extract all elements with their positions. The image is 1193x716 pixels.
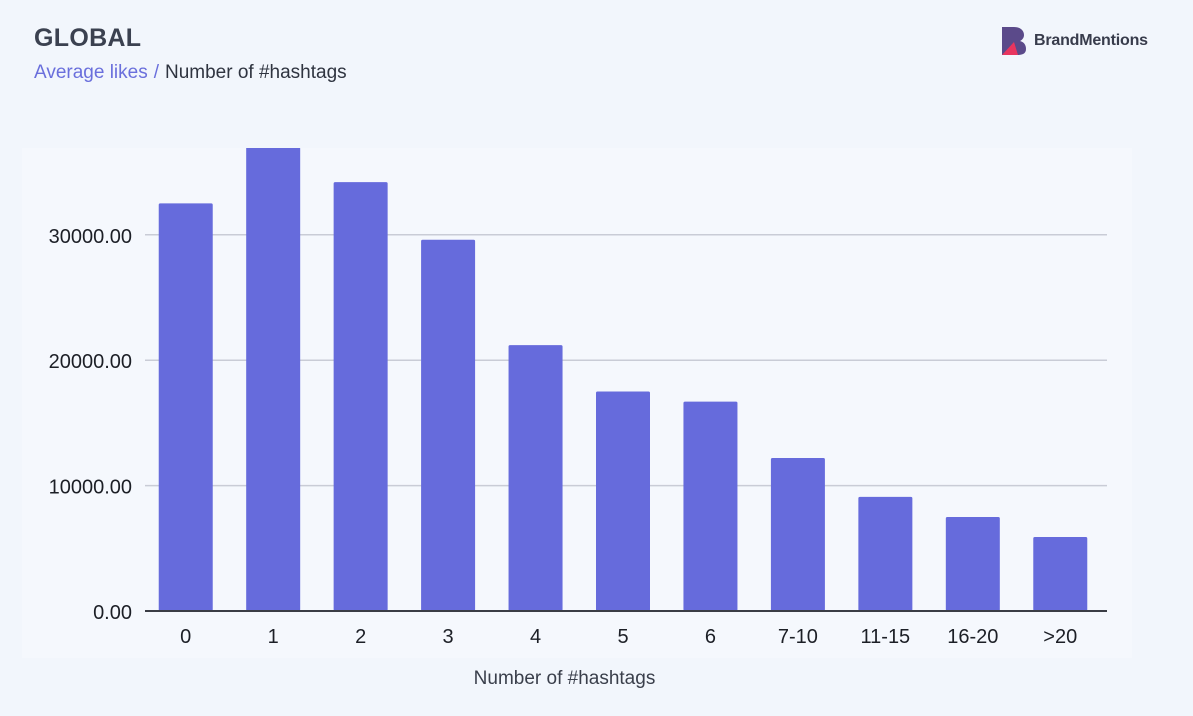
bar bbox=[596, 391, 650, 611]
x-axis-title: Number of #hashtags bbox=[473, 668, 656, 689]
subtitle-separator: / bbox=[153, 62, 159, 83]
chart-subtitle: Average likes / Number of #hashtags bbox=[34, 62, 347, 84]
bar bbox=[508, 345, 563, 611]
bar bbox=[333, 182, 388, 611]
bar bbox=[683, 401, 738, 611]
x-tick-label: 0 bbox=[180, 626, 191, 648]
bar bbox=[158, 203, 213, 611]
x-tick-label: 7-10 bbox=[778, 626, 818, 648]
chart-panel: 0.00 10000.00 20000.00 30000.00 0 1 2 3 4 5 6 7-10 1… bbox=[22, 148, 1132, 658]
bar-chart: 0.00 10000.00 20000.00 30000.00 0 1 2 3 4 5 6 7-10 1… bbox=[49, 148, 1107, 648]
bar bbox=[770, 458, 825, 611]
x-tick-label: 3 bbox=[443, 626, 454, 648]
brandmentions-logo-icon bbox=[1002, 27, 1026, 55]
x-tick-label: 11-15 bbox=[861, 626, 911, 648]
y-tick-label: 30000.00 bbox=[49, 226, 132, 248]
x-tick-label: 4 bbox=[530, 626, 541, 648]
chart-title: GLOBAL bbox=[34, 24, 142, 52]
y-tick-label: 0.00 bbox=[93, 602, 132, 624]
y-tick-label: 20000.00 bbox=[49, 351, 132, 373]
bar bbox=[246, 148, 301, 611]
subtitle-metric: Average likes bbox=[34, 62, 148, 83]
brand-logo: BrandMentions bbox=[1000, 26, 1148, 56]
x-tick-label: 5 bbox=[617, 626, 628, 648]
bar bbox=[858, 496, 913, 611]
x-tick-label: 2 bbox=[355, 626, 366, 648]
x-tick-label: 16-20 bbox=[947, 626, 998, 648]
brand-name: BrandMentions bbox=[1034, 32, 1148, 49]
subtitle-dimension: Number of #hashtags bbox=[165, 62, 347, 83]
y-tick-label: 10000.00 bbox=[49, 477, 132, 499]
x-tick-label: >20 bbox=[1043, 626, 1077, 648]
bar bbox=[945, 516, 1000, 611]
bar bbox=[421, 239, 476, 612]
x-tick-label: 6 bbox=[705, 626, 716, 648]
x-tick-label: 1 bbox=[268, 626, 279, 648]
bar bbox=[1033, 537, 1088, 611]
